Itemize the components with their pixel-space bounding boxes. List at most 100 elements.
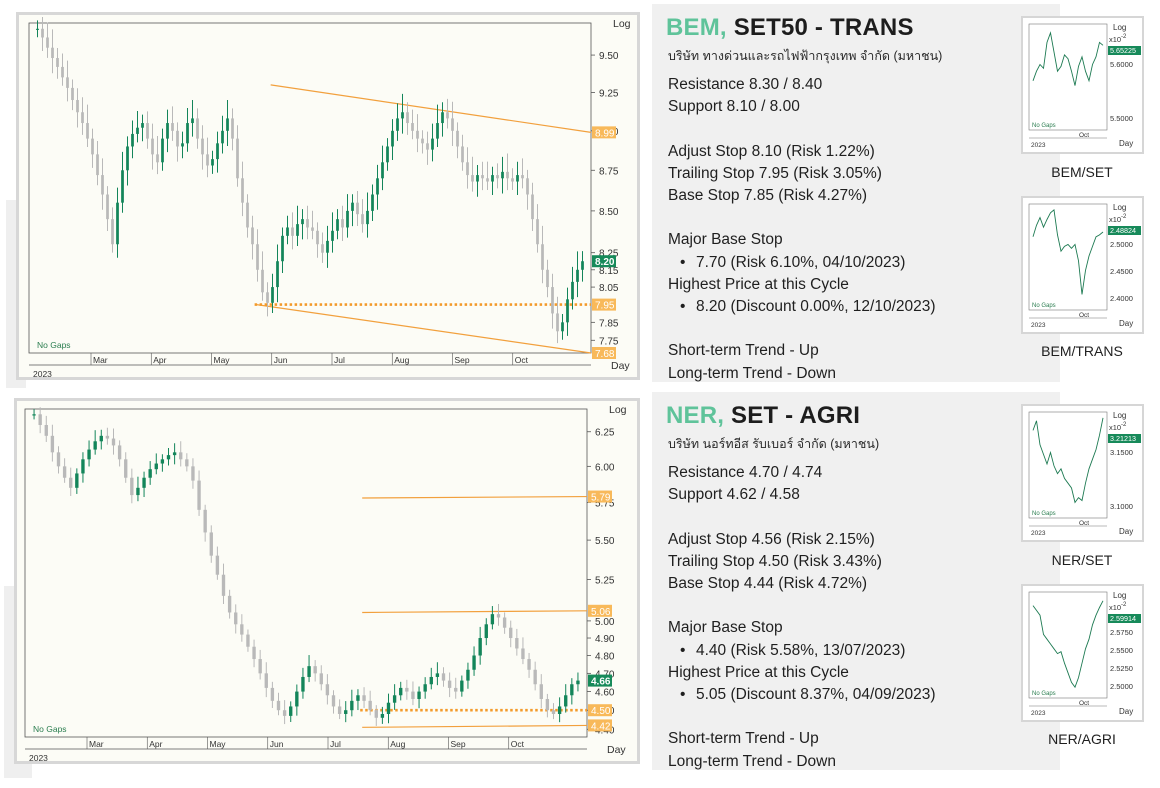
candle-body [325,684,330,696]
candle-body [136,487,140,496]
mini-log-label: Log [1113,23,1126,32]
resistance-text: Resistance 8.30 / 8.40 [668,76,823,93]
price-chart-ner[interactable]: 6.256.005.755.505.255.004.904.804.704.60… [14,398,640,764]
candle-body [75,473,79,488]
mini-chart-bem-set[interactable]: Log x10 -2 5.6000 5.5000 5.65225 No Gaps 2023 Oc… [1021,16,1144,154]
candle-body [527,659,531,670]
candle-body [441,673,446,681]
mini-y-tick-label: 2.5000 [1110,682,1133,691]
candle-body [521,175,524,179]
trendline [362,610,588,614]
candle-body [426,143,429,150]
mini-line-series [1032,417,1104,504]
candle-body [91,138,94,155]
candle-body [396,118,399,131]
trailing-stop-text: Trailing Stop 7.95 (Risk 3.05%) [668,164,882,182]
mini-day-label: Day [1119,139,1133,148]
candle-body [551,710,556,714]
mini-y-tick-label: 2.5500 [1110,646,1133,655]
mini-plot-area [1028,411,1108,519]
trendline [270,84,592,133]
mini-exponent-label: -2 [1121,602,1127,608]
candle-body [186,123,189,144]
major-base-stop-title: Major Base Stop [668,619,783,637]
mini-month-label: Oct [1079,700,1089,707]
candle-body [401,112,404,119]
mini-chart-ner-agri[interactable]: Log x10 -2 2.5750 2.5500 2.5250 2.5000 2.59914 N… [1021,584,1144,722]
y-tick-label: 5.25 [595,576,615,587]
candle-body [117,445,122,460]
candle-body [551,287,554,314]
chart-canvas[interactable]: 9.509.259.008.758.508.258.158.057.857.75… [19,15,637,377]
mini-year-label: 2023 [1031,530,1046,537]
candle-body [346,210,349,228]
mini-chart-ner-set[interactable]: Log x10 -2 3.1500 3.1000 3.21213 No Gaps 2023 Oc… [1021,404,1144,542]
chart-canvas[interactable]: 6.256.005.755.505.255.004.904.804.704.60… [17,401,637,761]
candle-body [197,480,201,510]
last-price-tag [588,674,612,687]
candle-body [417,691,421,699]
candle-body [502,617,507,628]
candle-body [531,194,534,220]
candle-body [376,178,379,195]
plot-area [24,408,588,738]
month-label: Jul [330,739,341,749]
mini-last-label: 2.59914 [1110,614,1136,623]
candle-body [451,118,454,131]
y-tick-label: 7.75 [599,336,619,347]
levels-list: Resistance 8.30 / 8.40 Support 8.10 / 8.… [668,74,936,385]
mini-plot-area [1028,23,1108,131]
candle-body [506,171,509,179]
mini-line-series [1032,209,1104,295]
candle-body [296,224,299,236]
mini-last-tag [1108,614,1141,623]
mini-exponent-label: -2 [1121,214,1127,220]
mini-last-tag [1108,46,1141,55]
candle-body [86,123,89,139]
candle-body [371,194,374,211]
stock-header: BEM, SET50 - TRANS [666,14,914,42]
trailing-stop-text: Trailing Stop 4.50 (Risk 3.43%) [668,552,882,570]
candle-body [516,175,519,182]
candle-body [281,235,284,262]
price-chart-bem[interactable]: 9.509.259.008.758.508.258.158.057.857.75… [16,12,640,380]
candle-body [256,244,259,270]
year-label: 2023 [29,753,48,761]
candle-body [124,459,128,478]
info-panel-bem: BEM, SET50 - TRANS บริษัท ทางด่วนและรถไฟ… [652,4,1060,382]
candle-body [350,700,354,711]
y-tick-label: 7.85 [599,318,619,329]
month-label: Mar [93,355,108,365]
candle-body [295,691,299,707]
candle-body [111,438,116,446]
mini-log-label: Log [1113,203,1126,212]
candle-body [301,219,304,225]
levels-list: Resistance 4.70 / 4.74 Support 4.62 / 4.… [668,462,936,773]
mini-no-gaps: No Gaps [1032,511,1056,517]
y-tick-label: 8.75 [599,166,619,177]
candle-body [321,244,324,253]
info-panel-ner: NER, SET - AGRI บริษัท นอร์ทอีส รับเบอร์… [652,392,1060,770]
candle-body [81,459,85,474]
candle-body [234,612,238,625]
candle-body [172,452,177,456]
mini-multiplier-label: x10 [1109,35,1121,44]
mini-no-gaps: No Gaps [1032,691,1056,697]
candle-body [131,133,134,147]
month-label: Sep [451,739,466,749]
candle-body [311,227,314,231]
last-price-tag [592,255,616,268]
mini-month-label: Oct [1079,312,1089,319]
candle-body [446,112,449,119]
month-label: May [210,739,227,749]
candle-body [171,123,174,131]
mini-last-label: 2.48824 [1110,226,1136,235]
candle-body [456,130,459,147]
y-tick-label: 4.80 [595,652,615,663]
candle-body [61,66,64,78]
candle-body [236,138,239,179]
mini-year-label: 2023 [1031,142,1046,149]
price-level-label: 4.42 [591,721,611,732]
mini-chart-bem-trans[interactable]: Log x10 -2 2.5000 2.4500 2.4000 2.48824 No Gaps… [1021,196,1144,334]
y-tick-label: 4.90 [595,634,615,645]
